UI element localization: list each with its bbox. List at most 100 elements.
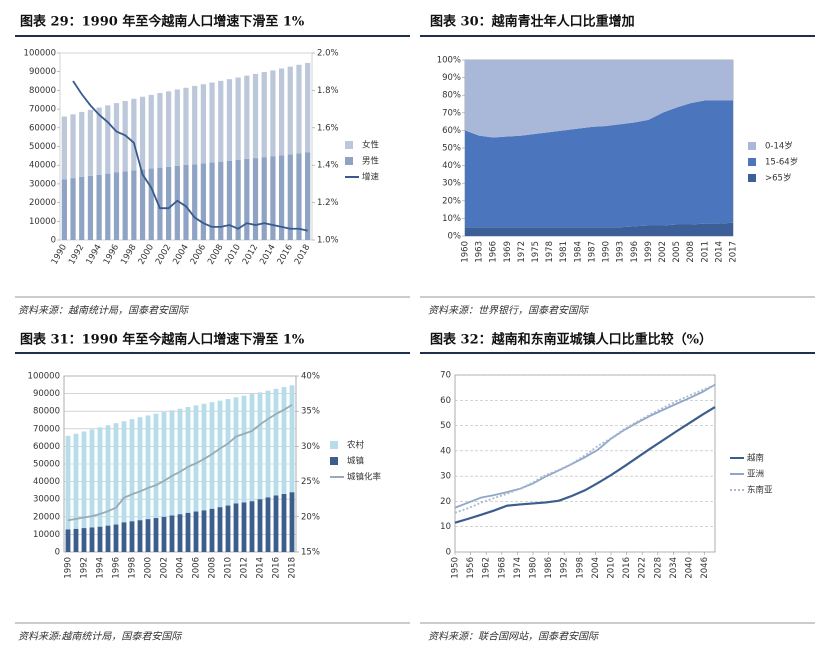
legend-swatch xyxy=(330,441,338,449)
bar xyxy=(244,75,250,159)
y-tick-label: 0% xyxy=(448,232,462,242)
bar xyxy=(105,105,111,174)
bar xyxy=(209,508,215,552)
bar xyxy=(148,94,154,169)
x-tick-label: 2008 xyxy=(206,243,225,267)
bar xyxy=(113,423,119,525)
x-tick-label: 2006 xyxy=(189,243,208,267)
x-tick-label: 1986 xyxy=(544,557,554,579)
bar xyxy=(177,514,183,552)
bar xyxy=(233,397,239,504)
legend-swatch xyxy=(330,457,338,465)
bar xyxy=(157,167,163,240)
bar xyxy=(305,62,311,153)
bar xyxy=(235,159,241,240)
x-tick-label: 1960 xyxy=(461,241,471,263)
y-tick-label: 40 xyxy=(440,446,451,456)
y-tick-label: 60000 xyxy=(29,123,56,133)
x-tick-label: 2016 xyxy=(272,557,282,579)
bar xyxy=(145,519,151,552)
bar xyxy=(70,114,76,179)
y-tick-label: 30000 xyxy=(33,495,60,505)
legend-label: 0-14岁 xyxy=(765,141,793,152)
bar xyxy=(226,160,233,240)
y-tick-label: 80% xyxy=(442,91,461,101)
y-tick-label: 30% xyxy=(442,179,461,189)
x-tick-label: 2014 xyxy=(256,557,266,579)
bar xyxy=(225,505,231,552)
legend-swatch xyxy=(345,141,353,149)
y2-tick-label: 1.8% xyxy=(317,86,339,96)
bar xyxy=(169,515,175,552)
x-tick-label: 1978 xyxy=(545,241,555,263)
bar xyxy=(235,77,241,160)
y2-tick-label: 40% xyxy=(301,372,320,382)
y-tick-label: 20000 xyxy=(33,512,60,522)
x-tick-label: 2006 xyxy=(192,557,202,579)
y-tick-label: 20% xyxy=(442,196,461,206)
y-tick-label: 50 xyxy=(440,421,451,431)
bar xyxy=(218,161,224,240)
legend-label: 东南亚 xyxy=(747,485,773,496)
bar xyxy=(200,84,206,164)
x-tick-label: 1994 xyxy=(96,557,106,579)
y-tick-label: 40000 xyxy=(33,477,60,487)
bar xyxy=(183,165,189,240)
x-tick-label: 1990 xyxy=(50,243,69,267)
bar xyxy=(225,399,231,506)
bar xyxy=(105,173,111,240)
bar xyxy=(252,158,259,240)
x-tick-label: 1975 xyxy=(531,241,541,263)
bar xyxy=(105,425,111,526)
legend-label: 增速 xyxy=(362,172,380,183)
x-tick-label: 2004 xyxy=(591,557,601,579)
bar xyxy=(261,157,267,240)
bar xyxy=(249,393,255,502)
x-tick-label: 2002 xyxy=(160,557,170,579)
x-tick-label: 2000 xyxy=(137,243,156,267)
legend-label: 15-64岁 xyxy=(765,157,798,168)
legend-swatch xyxy=(748,142,756,150)
bar xyxy=(169,410,175,516)
x-tick-label: 2046 xyxy=(700,557,710,579)
legend-label: 女性 xyxy=(362,140,380,151)
bar xyxy=(249,501,255,552)
bar xyxy=(278,68,285,156)
x-tick-label: 1998 xyxy=(575,557,585,579)
x-tick-label: 2018 xyxy=(293,243,312,267)
bar xyxy=(289,492,295,552)
bar xyxy=(218,80,224,162)
bar xyxy=(61,116,67,180)
bar xyxy=(139,96,146,170)
x-tick-label: 2014 xyxy=(258,243,277,267)
bar xyxy=(281,387,287,494)
y-tick-label: 10000 xyxy=(33,530,60,540)
bar xyxy=(289,385,295,493)
y-tick-label: 90000 xyxy=(29,67,56,77)
legend-label: 城镇 xyxy=(347,456,365,467)
x-tick-label: 2028 xyxy=(653,557,663,579)
x-tick-label: 1992 xyxy=(560,557,570,579)
bar xyxy=(201,403,207,511)
series-line xyxy=(67,404,293,522)
area xyxy=(465,100,733,228)
y-tick-label: 90% xyxy=(442,73,461,83)
y-tick-label: 50000 xyxy=(33,460,60,470)
bar xyxy=(174,89,180,166)
bar xyxy=(200,163,206,240)
bar xyxy=(281,493,287,552)
bar xyxy=(113,172,120,240)
bar xyxy=(244,158,250,240)
x-tick-label: 1996 xyxy=(112,557,122,579)
x-tick-label: 1969 xyxy=(503,241,513,263)
chart-title: 图表 31：1990 年至今越南人口增速下滑至 1% xyxy=(20,332,305,348)
bar xyxy=(270,156,276,240)
x-tick-label: 1990 xyxy=(602,241,612,263)
x-tick-label: 1966 xyxy=(489,241,499,263)
bar xyxy=(79,176,85,240)
bar xyxy=(129,521,135,552)
x-tick-label: 2004 xyxy=(176,557,186,579)
bar xyxy=(166,166,172,240)
bar xyxy=(265,497,271,552)
